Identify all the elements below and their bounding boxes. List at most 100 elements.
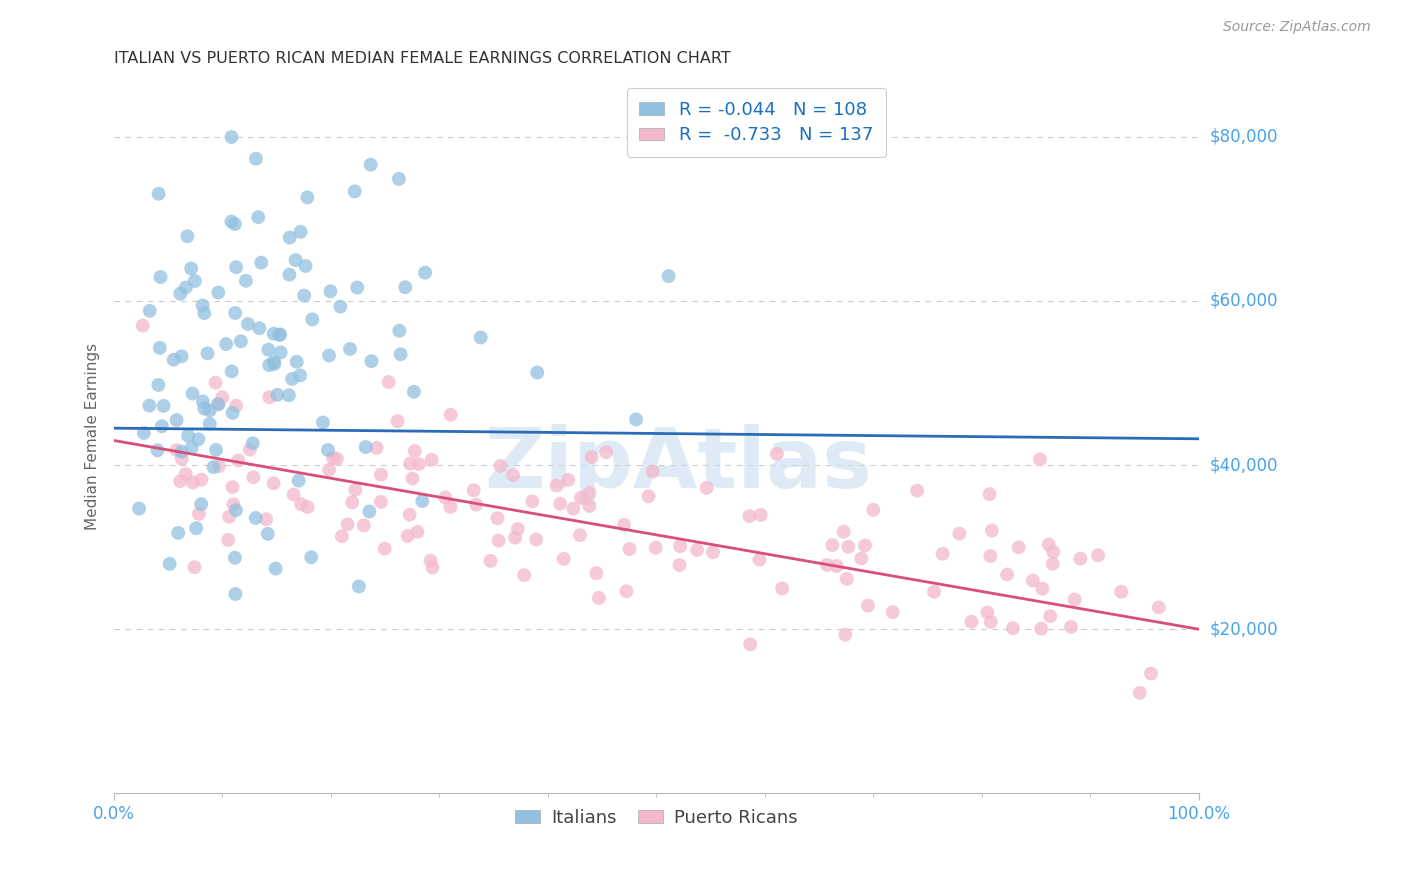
Point bbox=[242, 470, 264, 484]
Point bbox=[269, 327, 291, 342]
Point bbox=[191, 394, 214, 409]
Point bbox=[242, 436, 264, 450]
Point bbox=[247, 321, 270, 335]
Point bbox=[637, 489, 659, 503]
Point bbox=[339, 342, 361, 356]
Point bbox=[696, 481, 718, 495]
Point bbox=[837, 540, 859, 554]
Point bbox=[1087, 549, 1109, 563]
Point bbox=[553, 552, 575, 566]
Point bbox=[336, 517, 359, 532]
Point bbox=[388, 324, 411, 338]
Point bbox=[995, 567, 1018, 582]
Point bbox=[465, 498, 488, 512]
Point bbox=[318, 349, 340, 363]
Point bbox=[283, 487, 305, 501]
Point bbox=[479, 554, 502, 568]
Point bbox=[165, 443, 187, 458]
Point bbox=[205, 442, 228, 457]
Point bbox=[463, 483, 485, 498]
Point bbox=[174, 467, 197, 481]
Point bbox=[856, 599, 879, 613]
Point bbox=[224, 550, 246, 565]
Point bbox=[181, 386, 204, 401]
Point bbox=[503, 531, 526, 545]
Point bbox=[1042, 545, 1064, 559]
Point bbox=[1031, 622, 1053, 636]
Point bbox=[218, 509, 240, 524]
Point bbox=[224, 217, 246, 231]
Point bbox=[225, 503, 247, 517]
Y-axis label: Median Female Earnings: Median Female Earnings bbox=[86, 343, 100, 530]
Point bbox=[506, 522, 529, 536]
Point bbox=[931, 547, 953, 561]
Point bbox=[174, 280, 197, 294]
Point bbox=[394, 280, 416, 294]
Point bbox=[299, 550, 322, 565]
Point bbox=[146, 443, 169, 458]
Point bbox=[419, 554, 441, 568]
Point bbox=[263, 357, 285, 371]
Point bbox=[215, 337, 238, 351]
Point bbox=[396, 529, 419, 543]
Point bbox=[204, 376, 226, 390]
Point bbox=[264, 561, 287, 575]
Point bbox=[180, 441, 202, 455]
Point bbox=[278, 268, 301, 282]
Point bbox=[270, 345, 292, 359]
Point bbox=[148, 186, 170, 201]
Point bbox=[406, 524, 429, 539]
Point bbox=[287, 474, 309, 488]
Text: $20,000: $20,000 bbox=[1211, 620, 1278, 638]
Text: $60,000: $60,000 bbox=[1211, 292, 1278, 310]
Point bbox=[247, 210, 270, 224]
Point bbox=[183, 560, 205, 574]
Point bbox=[1001, 621, 1024, 635]
Point bbox=[187, 432, 209, 446]
Point bbox=[225, 399, 247, 413]
Point bbox=[239, 442, 262, 457]
Point bbox=[342, 495, 364, 509]
Point bbox=[207, 397, 229, 411]
Point bbox=[245, 511, 267, 525]
Point bbox=[581, 450, 603, 464]
Text: $40,000: $40,000 bbox=[1211, 456, 1278, 474]
Point bbox=[257, 358, 280, 372]
Point bbox=[619, 542, 641, 557]
Point bbox=[163, 352, 186, 367]
Point bbox=[1038, 537, 1060, 551]
Point bbox=[569, 491, 592, 505]
Point bbox=[922, 584, 945, 599]
Point bbox=[207, 285, 229, 300]
Point bbox=[316, 443, 339, 458]
Point bbox=[377, 375, 399, 389]
Point bbox=[402, 384, 425, 399]
Point bbox=[420, 453, 443, 467]
Point bbox=[343, 185, 366, 199]
Point bbox=[439, 500, 461, 514]
Point bbox=[834, 627, 856, 641]
Point bbox=[374, 541, 396, 556]
Point bbox=[422, 560, 444, 574]
Point bbox=[224, 587, 246, 601]
Point bbox=[1039, 609, 1062, 624]
Point bbox=[222, 497, 245, 511]
Point bbox=[546, 478, 568, 492]
Point bbox=[980, 615, 1002, 629]
Point bbox=[486, 511, 509, 525]
Point bbox=[208, 458, 231, 473]
Point bbox=[152, 399, 174, 413]
Point bbox=[578, 486, 600, 500]
Point bbox=[184, 274, 207, 288]
Point bbox=[1060, 620, 1083, 634]
Point bbox=[882, 605, 904, 619]
Point bbox=[344, 483, 367, 497]
Point bbox=[149, 341, 172, 355]
Point bbox=[641, 465, 664, 479]
Point bbox=[263, 476, 285, 491]
Point bbox=[1042, 557, 1064, 571]
Point bbox=[170, 349, 193, 363]
Point bbox=[526, 366, 548, 380]
Point bbox=[245, 152, 267, 166]
Point bbox=[489, 458, 512, 473]
